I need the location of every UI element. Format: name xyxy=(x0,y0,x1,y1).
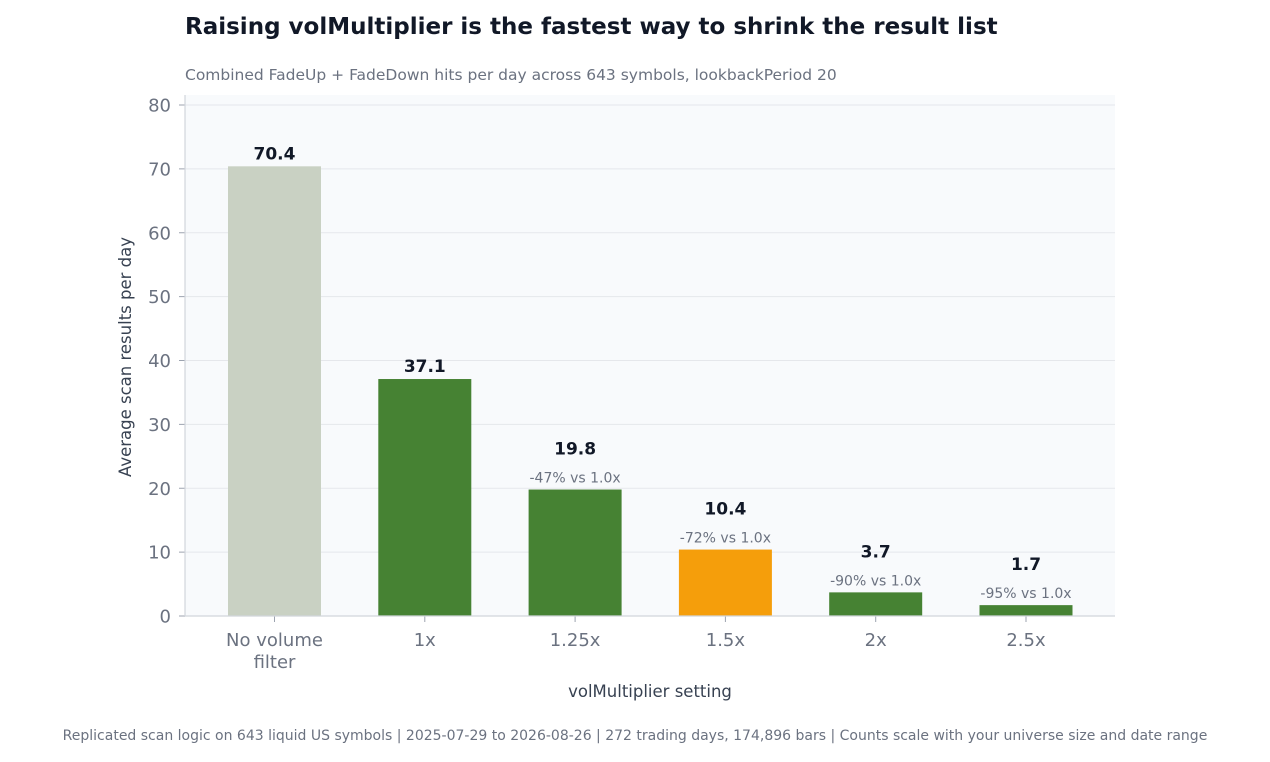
bar-4 xyxy=(829,592,923,616)
y-axis-label: Average scan results per day xyxy=(116,237,135,477)
x-tick-label-5-0: 2.5x xyxy=(1006,630,1046,651)
y-tick-label-3: 30 xyxy=(148,415,171,436)
axes xyxy=(179,95,1115,622)
x-tick-label-0-1: filter xyxy=(254,652,296,673)
data-labels: 70.4 37.1 19.8 -47% vs 1.0x 10.4 -72% vs 1.0x… xyxy=(254,144,1072,602)
value-label-3: 10.4 xyxy=(704,500,746,520)
x-tick-label-4-0: 2x xyxy=(865,630,887,651)
x-tick-label-1-0: 1x xyxy=(414,630,436,651)
y-tick-label-5: 50 xyxy=(148,287,171,308)
y-tick-label-0: 0 xyxy=(160,607,171,628)
x-axis-label: volMultiplier setting xyxy=(568,682,732,701)
value-label-2: 19.8 xyxy=(554,440,596,460)
delta-label-3: -72% vs 1.0x xyxy=(680,531,771,547)
chart-subtitle: Combined FadeUp + FadeDown hits per day … xyxy=(185,66,837,84)
y-tick-label-1: 10 xyxy=(148,543,171,564)
y-tick-labels: 0 10 20 30 40 50 60 70 80 xyxy=(148,96,171,628)
y-tick-label-2: 20 xyxy=(148,479,171,500)
y-tick-label-6: 60 xyxy=(148,223,171,244)
bars xyxy=(228,166,1073,616)
value-label-5: 1.7 xyxy=(1011,555,1041,575)
bar-2 xyxy=(528,489,622,616)
chart-title: Raising volMultiplier is the fastest way… xyxy=(185,14,998,40)
y-tick-label-4: 40 xyxy=(148,351,171,372)
value-label-0: 70.4 xyxy=(254,144,296,164)
y-tick-label-8: 80 xyxy=(148,96,171,117)
delta-label-2: -47% vs 1.0x xyxy=(529,471,620,487)
gridlines xyxy=(185,104,1115,553)
bar-5 xyxy=(979,605,1073,616)
bar-0 xyxy=(228,166,321,616)
delta-label-5: -95% vs 1.0x xyxy=(980,586,1071,602)
x-tick-label-3-0: 1.5x xyxy=(706,630,746,651)
delta-label-4: -90% vs 1.0x xyxy=(830,573,921,589)
x-tick-label-2-0: 1.25x xyxy=(550,630,601,651)
footer-note: Replicated scan logic on 643 liquid US s… xyxy=(63,728,1208,744)
bar-1 xyxy=(378,379,472,616)
y-tick-label-7: 70 xyxy=(148,159,171,180)
value-label-4: 3.7 xyxy=(861,542,891,562)
value-label-1: 37.1 xyxy=(404,357,446,377)
x-tick-label-0-0: No volume xyxy=(226,630,323,651)
bar-3 xyxy=(678,549,772,616)
plot-area xyxy=(185,95,1115,616)
